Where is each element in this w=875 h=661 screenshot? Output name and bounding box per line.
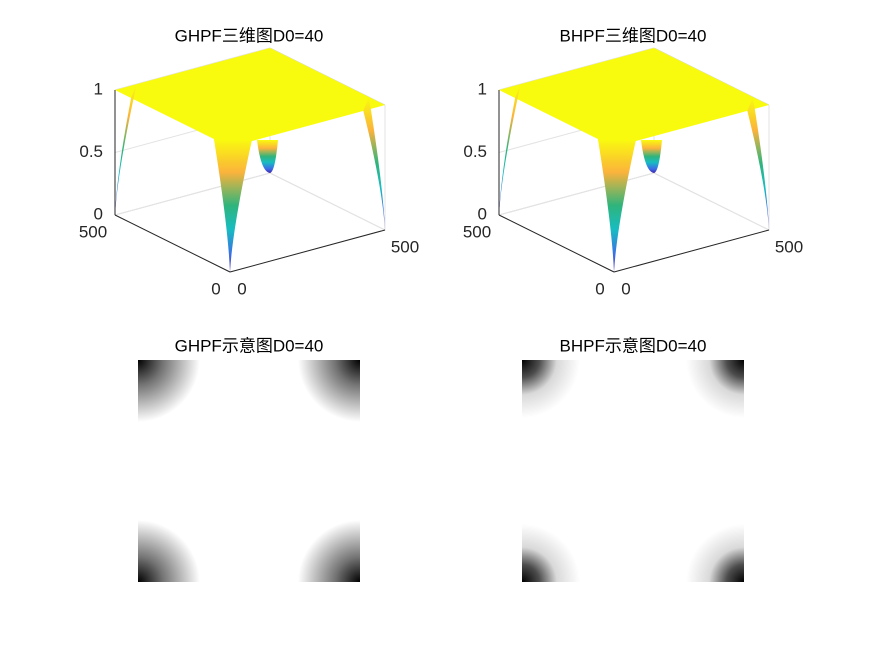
axis-line	[114, 214, 231, 273]
z-tick-label: 0	[478, 204, 487, 223]
image-axes: BHPF示意图D0=40	[522, 336, 744, 582]
z-tick-label: 1	[94, 79, 103, 98]
dark-corner	[298, 360, 360, 422]
dark-corner	[138, 520, 200, 582]
x-tick-label: 0	[621, 279, 630, 298]
dark-corner	[686, 524, 744, 582]
image	[522, 360, 744, 582]
title: GHPF三维图D0=40	[175, 26, 324, 45]
surface-top	[115, 48, 385, 147]
axis-line	[613, 229, 770, 273]
y-tick-label: 500	[463, 222, 491, 241]
title: BHPF三维图D0=40	[560, 26, 707, 45]
z-tick-label: 0.5	[463, 142, 487, 161]
dark-corner	[522, 360, 580, 418]
x-tick-label: 500	[775, 237, 803, 256]
z-tick-label: 1	[478, 79, 487, 98]
image	[138, 360, 360, 582]
surface-funnel	[363, 97, 385, 230]
surface-back-dip	[641, 140, 662, 173]
axis-line	[229, 229, 386, 273]
title: BHPF示意图D0=40	[560, 336, 707, 355]
title: GHPF示意图D0=40	[175, 336, 324, 355]
z-tick-label: 0.5	[79, 142, 103, 161]
dark-corner	[522, 524, 580, 582]
surface-funnel	[747, 97, 769, 230]
x-tick-label: 0	[237, 279, 246, 298]
y-tick-label: 0	[211, 279, 220, 298]
surface-back-dip	[257, 140, 278, 173]
surface-funnel	[597, 139, 636, 272]
dark-corner	[298, 520, 360, 582]
axis-line	[498, 214, 615, 273]
y-tick-label: 0	[595, 279, 604, 298]
surface-funnel	[213, 139, 252, 272]
x-tick-label: 500	[391, 237, 419, 256]
image-axes: GHPF示意图D0=40	[138, 336, 360, 582]
dark-corner	[686, 360, 744, 418]
dark-corner	[138, 360, 200, 422]
grid-line	[498, 172, 655, 216]
z-tick-label: 0	[94, 204, 103, 223]
surface-top	[499, 48, 769, 147]
grid-line	[114, 172, 271, 216]
y-tick-label: 500	[79, 222, 107, 241]
